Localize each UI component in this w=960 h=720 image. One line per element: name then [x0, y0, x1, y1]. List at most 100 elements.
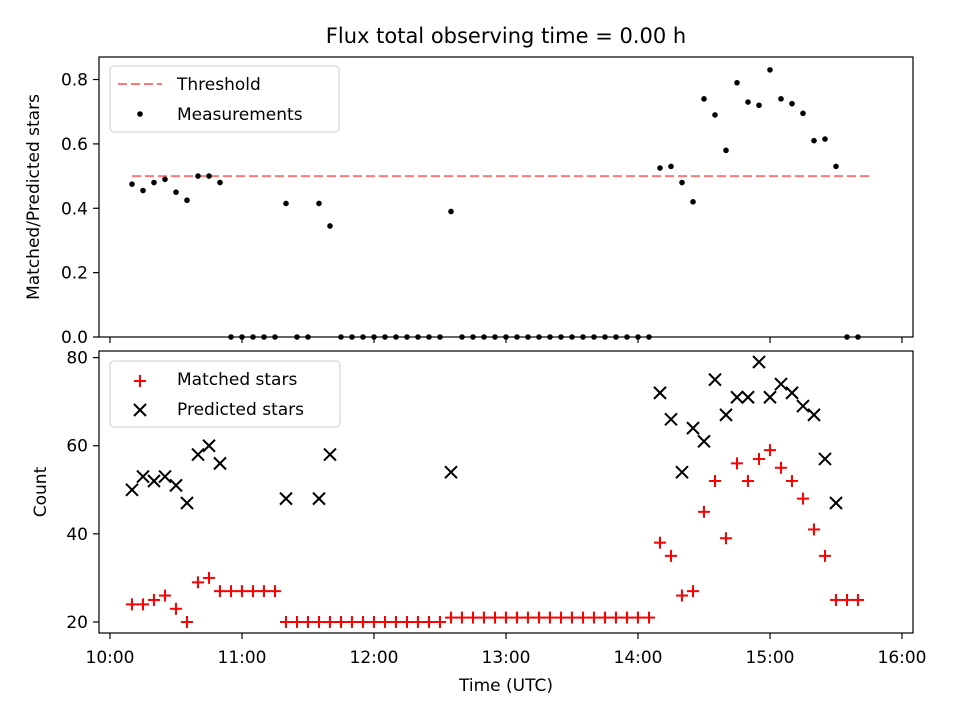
measurement-point	[833, 163, 839, 170]
matched-star-point	[236, 585, 248, 598]
x-tick-label: 14:00	[614, 648, 663, 668]
predicted-stars-legend-label: Predicted stars	[177, 400, 304, 420]
predicted-star-point	[730, 390, 744, 404]
measurement-point	[316, 200, 322, 207]
matched-star-point	[247, 585, 259, 598]
predicted-star-point	[686, 421, 700, 435]
matched-star-point	[346, 615, 358, 628]
measurement-point	[206, 173, 212, 179]
matched-star-point	[401, 615, 413, 628]
predicted-star-point	[675, 465, 689, 479]
matched-star-point	[830, 593, 842, 606]
matched-star-point	[588, 611, 600, 624]
measurement-point	[129, 181, 135, 187]
matched-star-point	[423, 615, 435, 628]
predicted-star-point	[829, 496, 843, 510]
matched-star-point	[819, 549, 831, 562]
measurement-point	[767, 67, 773, 73]
predicted-star-point	[741, 390, 755, 404]
matched-star-point	[764, 444, 776, 457]
predicted-star-point	[279, 491, 293, 506]
matched-star-point	[126, 598, 138, 611]
matched-star-point	[731, 457, 743, 470]
bottom-y-tick-label: 60	[66, 437, 88, 457]
x-axis-label: Time (UTC)	[458, 676, 553, 696]
predicted-star-point	[169, 478, 183, 493]
measurement-point	[701, 96, 707, 102]
matched-star-point	[489, 611, 501, 624]
top-y-tick-label: 0.8	[61, 71, 88, 91]
measurement-point	[448, 208, 454, 215]
matched-star-point	[676, 589, 688, 602]
matched-star-point	[412, 615, 424, 628]
predicted-star-point	[796, 399, 810, 413]
top-y-tick-label: 0.6	[61, 135, 88, 155]
matched-star-point	[808, 523, 820, 536]
measurement-point	[283, 200, 289, 207]
matched-star-point	[643, 611, 655, 624]
matched-star-point	[610, 611, 622, 624]
top-legend: Threshold Measurements	[109, 65, 340, 133]
predicted-star-point	[312, 491, 326, 506]
predicted-star-point	[136, 469, 150, 484]
predicted-star-point	[697, 434, 711, 449]
matched-star-point	[258, 585, 270, 598]
matched-star-point	[280, 615, 292, 628]
predicted-star-point	[763, 390, 777, 404]
predicted-star-point	[807, 408, 821, 422]
predicted-star-point	[323, 447, 337, 462]
bottom-legend-box	[109, 360, 341, 428]
bottom-legend: Matched stars Predicted stars	[109, 360, 341, 428]
measurement-point	[734, 79, 740, 86]
measurement-point	[778, 96, 784, 102]
top-y-tick-label: 0.2	[61, 264, 88, 284]
matched-star-point	[335, 615, 347, 628]
matched-star-point	[357, 615, 369, 628]
measurement-point	[151, 179, 157, 186]
measurement-point	[140, 187, 146, 194]
matched-star-point	[775, 461, 787, 474]
matched-star-point	[786, 474, 798, 487]
predicted-star-point	[191, 447, 205, 462]
measurement-point	[789, 100, 795, 107]
predicted-star-point	[818, 452, 832, 466]
measurement-point	[745, 99, 751, 105]
x-tick-label: 11:00	[218, 648, 267, 668]
threshold-legend-label: Threshold	[176, 75, 261, 95]
x-tick-label: 12:00	[350, 648, 399, 668]
matched-star-point	[720, 532, 732, 545]
top-legend-box	[109, 65, 340, 133]
measurement-point	[162, 176, 168, 183]
matched-star-point	[159, 589, 171, 602]
top-y-axis-label: Matched/Predicted stars	[24, 94, 44, 300]
predicted-star-point	[180, 496, 194, 510]
measurement-point	[668, 163, 674, 170]
measurement-point	[822, 136, 828, 142]
bottom-y-ticks: 20 40 60 80	[66, 349, 99, 633]
matched-star-point	[148, 593, 160, 606]
matched-star-point	[324, 615, 336, 628]
bottom-y-axis-label: Count	[31, 466, 51, 517]
bottom-y-tick-label: 80	[66, 349, 88, 369]
matched-star-point	[566, 611, 578, 624]
matched-star-point	[742, 474, 754, 487]
matched-star-point	[709, 474, 721, 487]
x-tick-label: 10:00	[86, 648, 135, 668]
matched-star-point	[797, 492, 809, 505]
measurements-legend-label: Measurements	[177, 105, 303, 125]
matched-star-point	[478, 611, 490, 624]
matched-star-point	[192, 576, 204, 589]
x-tick-label: 15:00	[746, 648, 795, 668]
matched-star-point	[665, 549, 677, 562]
predicted-star-point	[774, 377, 788, 391]
measurement-point	[800, 110, 806, 117]
matched-star-point	[555, 611, 567, 624]
predicted-star-point	[719, 408, 733, 422]
matched-star-point	[841, 593, 853, 606]
matched-star-point	[137, 598, 149, 611]
top-y-tick-label: 0.0	[61, 328, 88, 348]
matched-star-point	[313, 615, 325, 628]
predicted-star-point	[202, 439, 216, 453]
matched-star-point	[522, 611, 534, 624]
